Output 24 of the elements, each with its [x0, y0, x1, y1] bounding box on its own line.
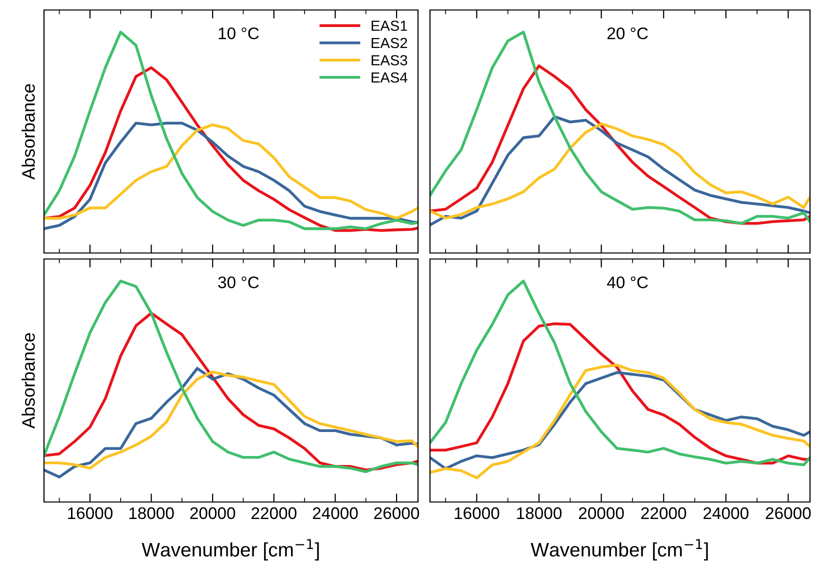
x-tick-label: 20000 [578, 507, 624, 520]
annotation: 10 °C [218, 27, 259, 40]
x-tick-label: 24000 [312, 507, 358, 520]
legend-label: EAS1 [372, 20, 408, 31]
x-tick-label: 22000 [641, 507, 686, 520]
annotation: 20 °C [608, 27, 648, 40]
x-tick-label: 26000 [766, 507, 811, 520]
x-tick-label: 26000 [374, 507, 420, 520]
x-tick-label: 16000 [454, 507, 500, 520]
x-tick-label: 20000 [190, 507, 236, 520]
x-tick-label: 24000 [704, 507, 748, 520]
x-tick-label: 18000 [129, 507, 174, 520]
legend-label: EAS4 [372, 72, 408, 83]
x-axis-title: Wavenumber [cm$^{−1}$] [142, 539, 319, 560]
legend-label: EAS3 [372, 55, 408, 66]
annotation: 30 °C [218, 276, 259, 288]
x-axis-title: Wavenumber [cm$^{−1}$] [530, 539, 708, 560]
annotation: 40 °C [607, 276, 648, 288]
x-tick-label: 16000 [68, 507, 113, 520]
x-tick-label: 22000 [252, 507, 296, 520]
y-axis-title: Absorbance [22, 84, 35, 180]
y-axis-title: Absorbance [22, 333, 35, 429]
legend-label: EAS2 [372, 38, 408, 48]
x-tick-label: 18000 [517, 507, 562, 520]
